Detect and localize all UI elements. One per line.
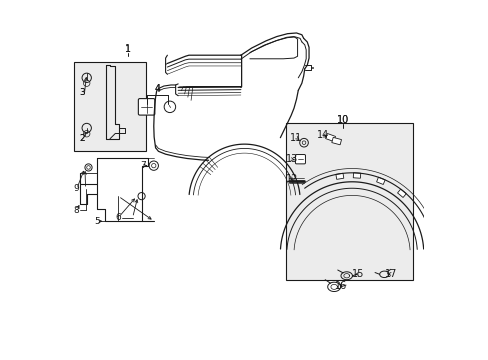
Bar [74,62,145,151]
Bar [352,173,360,178]
Text: 10: 10 [336,115,348,125]
Bar [331,138,341,145]
Text: 8: 8 [74,206,80,215]
Text: 1: 1 [125,45,131,54]
Text: 2: 2 [80,134,85,143]
Bar [335,173,343,179]
Text: 5: 5 [94,217,100,226]
Bar [397,189,406,198]
Bar [376,177,385,184]
Text: 11: 11 [290,133,302,143]
Text: 17: 17 [384,269,396,279]
Text: 4: 4 [154,84,161,94]
Text: 13: 13 [285,154,297,164]
Text: 15: 15 [352,269,364,279]
Text: 12: 12 [285,174,297,184]
Text: 10: 10 [336,115,348,125]
Text: 2: 2 [80,134,85,143]
Text: 9: 9 [74,184,80,193]
FancyBboxPatch shape [138,99,155,115]
Text: 4: 4 [155,84,160,93]
Text: 3: 3 [80,87,85,96]
FancyBboxPatch shape [295,154,305,164]
Text: 14: 14 [316,130,328,140]
Text: 16: 16 [334,281,346,291]
Bar [325,134,335,141]
Text: 7: 7 [140,161,146,170]
Bar [285,123,412,280]
Text: 1: 1 [124,44,131,54]
Text: 3: 3 [80,87,85,96]
Text: 6: 6 [115,213,121,222]
